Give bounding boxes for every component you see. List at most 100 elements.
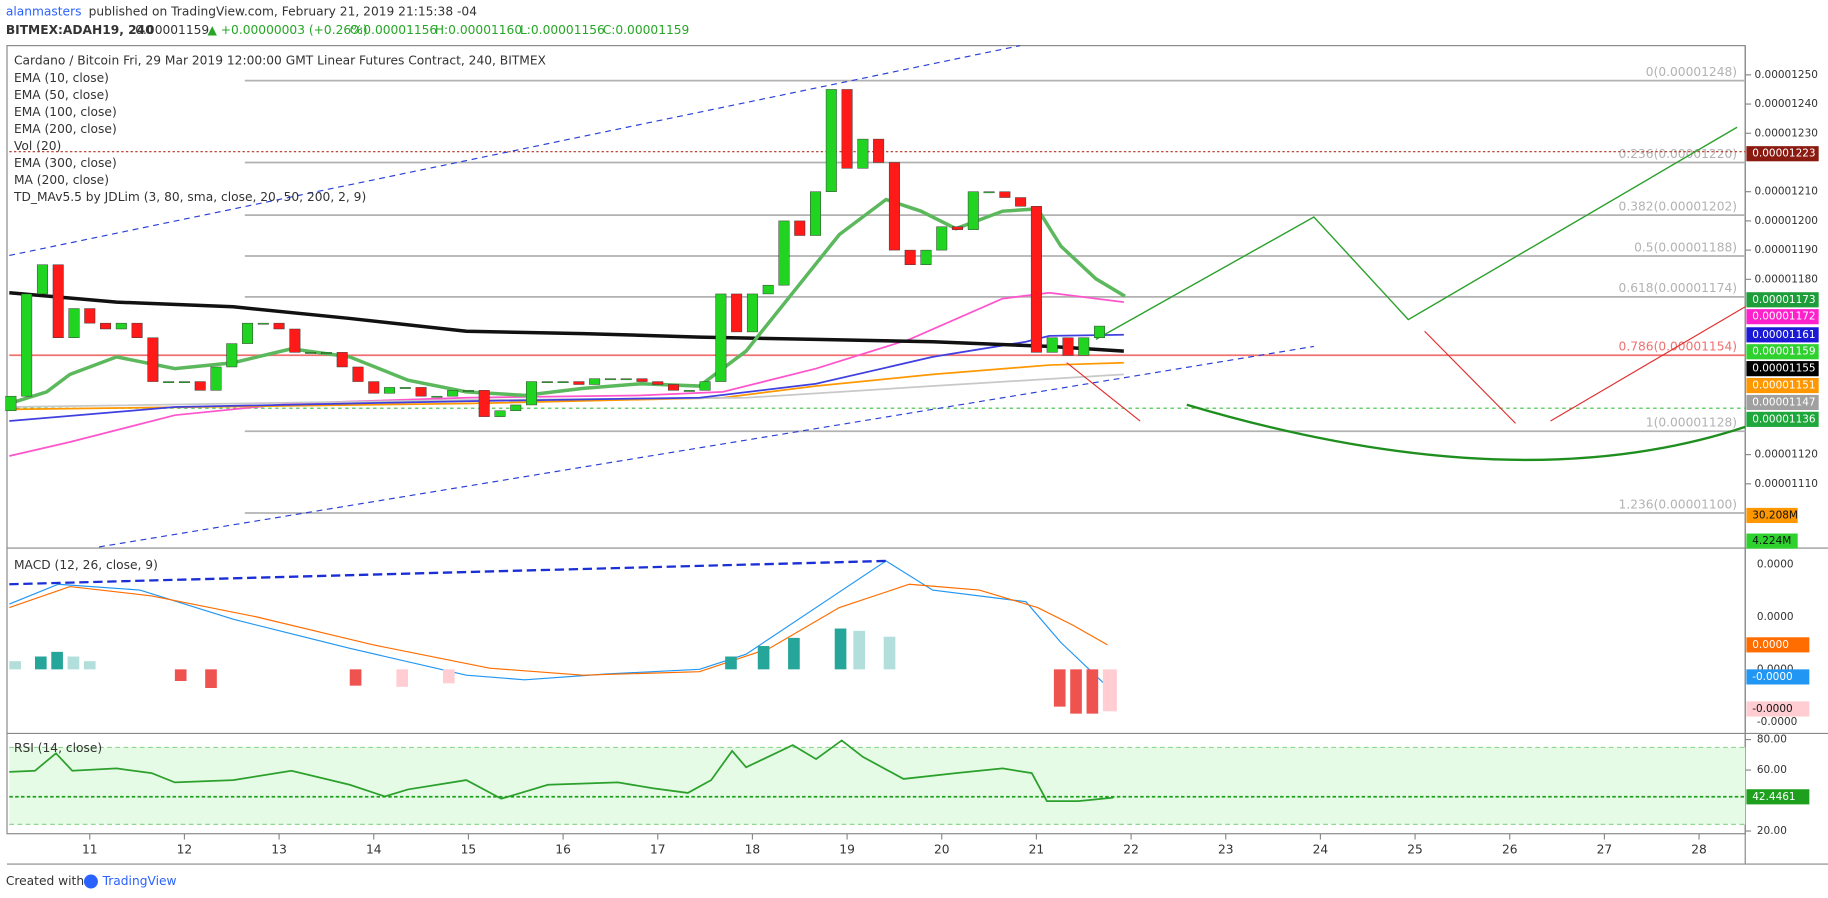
volume-tag [1746, 533, 1798, 549]
price-tag-label: 0.00001147 [1752, 396, 1815, 408]
x-tick-label: 23 [1218, 843, 1234, 857]
candle [1094, 325, 1105, 338]
projection-arrow [1066, 362, 1141, 422]
ma-line [9, 291, 1124, 353]
logo [83, 874, 98, 889]
candle [557, 381, 569, 383]
published: published on TradingView.com, February 2… [89, 4, 478, 18]
macd-tick-label: -0.0000 [1757, 716, 1797, 728]
x-tick-label: 22 [1123, 843, 1139, 857]
candle [967, 191, 979, 230]
rsi-tick-label: 80.00 [1757, 734, 1787, 746]
indicator-label: EMA (100, close) [14, 105, 117, 119]
rsi-tick-label: 20.00 [1757, 825, 1787, 837]
x-tick-label: 27 [1597, 843, 1613, 857]
author[interactable]: alanmasters [6, 4, 82, 18]
candle [320, 352, 332, 354]
candle [1046, 337, 1058, 353]
candle [999, 191, 1011, 198]
indicator-label: EMA (10, close) [14, 71, 109, 85]
trendline [9, 45, 1021, 257]
ema-line [8, 197, 1126, 406]
macd-tag [1746, 669, 1810, 685]
y-tick-label: 0.00001230 [1755, 127, 1818, 139]
price-tag [1746, 146, 1819, 162]
x-tick-label: 24 [1313, 843, 1329, 857]
fib-label: 0(0.00001248) [1646, 65, 1737, 79]
candle [131, 322, 143, 338]
candle [746, 293, 758, 333]
candle [1030, 206, 1042, 353]
x-tick-label: 14 [366, 843, 382, 857]
candle [731, 293, 743, 333]
macd-tag-label: 0.0000 [1752, 639, 1789, 651]
y-tick-label: 0.00001240 [1755, 98, 1818, 110]
rsi-panel [9, 739, 1746, 825]
y-tick-label: 0.00001190 [1755, 244, 1818, 256]
price-tag [1746, 361, 1819, 377]
rsi-tag-label: 42.4461 [1752, 791, 1795, 803]
chart-title: Cardano / Bitcoin Fri, 29 Mar 2019 12:00… [14, 53, 546, 67]
candle [415, 387, 427, 397]
candle [462, 390, 474, 392]
rsi-band [9, 747, 1746, 825]
fib-label: 0.382(0.00001202) [1619, 199, 1738, 213]
candle [825, 89, 837, 192]
volume-tag-label: 4.224M [1752, 535, 1791, 547]
candle [699, 381, 711, 391]
price-tag-label: 0.00001155 [1752, 363, 1815, 375]
chart: EMA (10, close) EMA (50, close) EMA (100, … [5, 69, 1819, 857]
price-tag [1746, 344, 1819, 360]
projection-curve [1186, 403, 1746, 462]
macd-tag [1746, 701, 1810, 717]
candle [1015, 197, 1027, 207]
projection [1095, 126, 1738, 341]
indicator-label: EMA (50, close) [14, 88, 109, 102]
candle [810, 191, 822, 236]
candle [1062, 337, 1074, 356]
indicator-label: EMA (300, close) [14, 156, 117, 170]
texts: Cardano / Bitcoin Fri, 29 Mar 2019 12:00… [6, 53, 546, 889]
candle [368, 381, 380, 394]
x-tick-label: 16 [555, 843, 571, 857]
candle [68, 308, 80, 338]
footer-brand[interactable]: TradingView [102, 874, 177, 888]
candle [573, 381, 585, 385]
candle [636, 378, 648, 382]
fib-label: 0.5(0.00001188) [1634, 240, 1737, 254]
low: L:0.00001156 [520, 23, 605, 37]
candle [5, 395, 17, 412]
macd-tick-label: 0.0000 [1757, 558, 1794, 570]
candle [668, 384, 680, 391]
candle [289, 328, 301, 353]
indicator-label: EMA (200, close) [14, 122, 117, 136]
price-tag [1746, 309, 1819, 325]
y-tick-label: 0.00001200 [1755, 215, 1818, 227]
candle [115, 322, 127, 330]
candle [715, 293, 727, 382]
y-tick-label: 0.00001210 [1755, 186, 1818, 198]
candle [604, 378, 616, 381]
macd-title: MACD (12, 26, close, 9) [14, 558, 158, 572]
last: 0.00001159 [135, 23, 209, 37]
x-tick-label: 19 [839, 843, 855, 857]
candle [952, 226, 964, 230]
projection-arrow [1424, 330, 1516, 424]
x-tick-label: 26 [1502, 843, 1518, 857]
y-tick-label: 0.00001250 [1755, 69, 1818, 81]
candle [84, 308, 96, 324]
macd-panel [9, 559, 1117, 714]
candle [100, 322, 112, 330]
y-tick-label: 0.00001180 [1755, 273, 1818, 285]
x-tick-label: 17 [650, 843, 666, 857]
x-tick-label: 15 [461, 843, 477, 857]
macd-tag-label: -0.0000 [1752, 703, 1792, 715]
x-tick-label: 11 [82, 843, 98, 857]
price-tag-label: 0.00001173 [1752, 294, 1815, 306]
candle [178, 381, 190, 383]
fib-label: 1(0.00001128) [1646, 416, 1737, 430]
x-tick-label: 12 [177, 843, 193, 857]
y-tick-label: 0.00001110 [1755, 478, 1818, 490]
y-tick-label: 0.00001120 [1755, 449, 1818, 461]
candle [273, 322, 285, 330]
